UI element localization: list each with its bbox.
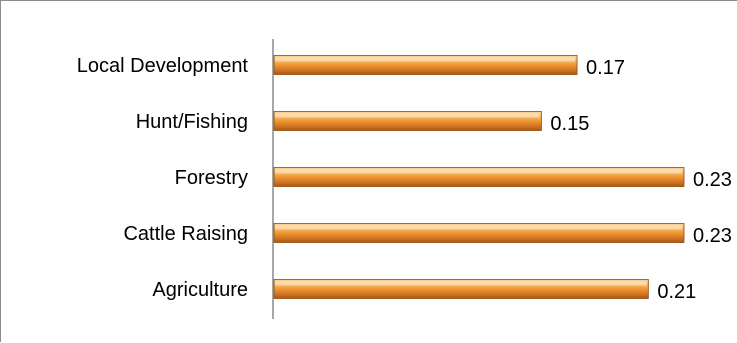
category-label: Local Development	[77, 55, 249, 77]
bar-highlight	[275, 282, 646, 286]
data-label: 0.21	[657, 281, 696, 303]
bar-highlight	[275, 170, 682, 174]
bars-layer: Local Development 0.17 Hunt/Fishing 0.15 For…	[77, 55, 732, 303]
category-label: Agriculture	[152, 279, 248, 301]
category-label: Forestry	[175, 167, 248, 189]
category-label: Hunt/Fishing	[136, 111, 248, 133]
data-label: 0.23	[693, 169, 732, 191]
data-label: 0.23	[693, 225, 732, 247]
data-label: 0.17	[586, 57, 625, 79]
category-label: Cattle Raising	[123, 223, 248, 245]
bar-highlight	[275, 58, 575, 62]
data-label: 0.15	[550, 113, 589, 135]
bar-highlight	[275, 114, 539, 118]
bar-highlight	[275, 226, 682, 230]
